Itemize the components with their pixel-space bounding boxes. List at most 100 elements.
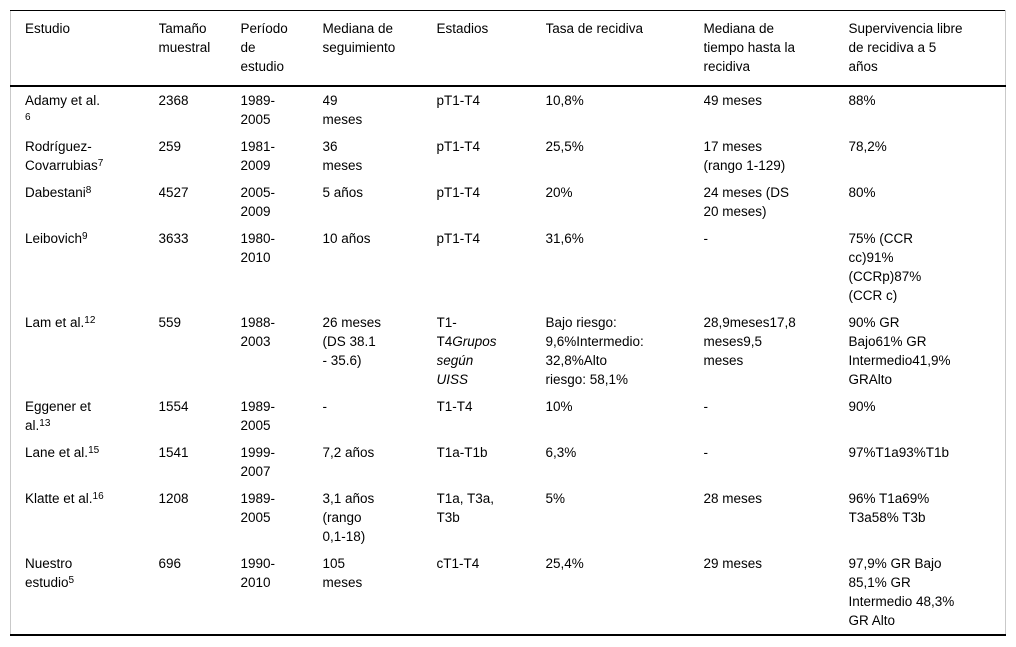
table-cell: 10 años bbox=[323, 225, 437, 309]
table-cell: - bbox=[323, 393, 437, 439]
cell-text: 259 bbox=[158, 139, 182, 154]
table-cell: 1554 bbox=[159, 393, 241, 439]
cell-text: 559 bbox=[158, 315, 182, 330]
table-cell: 2368 bbox=[159, 86, 241, 133]
cell-text: T1a-T1b bbox=[436, 445, 488, 460]
table-cell: Klatte et al.16 bbox=[11, 485, 159, 550]
table-cell: 90% GR Bajo61% GR Intermedio41,9% GRAlto bbox=[849, 309, 1006, 393]
table-cell: 10,8% bbox=[546, 86, 704, 133]
table-cell: Leibovich9 bbox=[11, 225, 159, 309]
table-cell: pT1-T4 bbox=[437, 179, 546, 225]
cell-text: Adamy et al. bbox=[25, 93, 101, 108]
cell-text: 88% bbox=[848, 93, 876, 108]
table-cell: Lam et al.12 bbox=[11, 309, 159, 393]
table-cell: 29 meses bbox=[704, 550, 849, 635]
table-cell: 24 meses (DS 20 meses) bbox=[704, 179, 849, 225]
table-cell: 31,6% bbox=[546, 225, 704, 309]
cell-text: 6,3% bbox=[545, 445, 577, 460]
table-row: Eggener et al.13 1554 1989- 2005- T1-T4 10% -… bbox=[11, 393, 1006, 439]
column-header: Supervivencia libre de recidiva a 5 años bbox=[848, 10, 1006, 87]
table-cell: Adamy et al. 6 bbox=[11, 86, 159, 133]
reference-superscript: 15 bbox=[88, 445, 100, 456]
cell-text: 90% GR Bajo61% GR Intermedio41,9% GRAlto bbox=[848, 315, 951, 387]
column-header: Tamaño muestral bbox=[158, 10, 241, 87]
table-cell: 97,9% GR Bajo 85,1% GR Intermedio 48,3% … bbox=[849, 550, 1006, 635]
cell-text: 1981- 2009 bbox=[240, 139, 276, 173]
cell-text: pT1-T4 bbox=[436, 231, 481, 246]
cell-text: 31,6% bbox=[545, 231, 584, 246]
cell-text: 1999- 2007 bbox=[240, 445, 276, 479]
cell-text: 5% bbox=[545, 491, 566, 506]
table-cell: Lane et al.15 bbox=[11, 439, 159, 485]
table-cell: 20% bbox=[546, 179, 704, 225]
table-cell: 696 bbox=[159, 550, 241, 635]
table-cell: 97%T1a93%T1b bbox=[849, 439, 1006, 485]
cell-text: 2368 bbox=[158, 93, 189, 108]
cell-text: 90% bbox=[848, 399, 876, 414]
cell-text: 2005- 2009 bbox=[240, 185, 276, 219]
table-cell: T1a-T1b bbox=[437, 439, 546, 485]
table-cell: Bajo riesgo: 9,6%Intermedio: 32,8%Alto r… bbox=[546, 309, 704, 393]
reference-superscript: 16 bbox=[92, 491, 104, 502]
recurrence-studies-table: Estudio Tamaño muestral Período de estudio… bbox=[10, 10, 1006, 636]
cell-text: 1989- 2005 bbox=[240, 491, 276, 525]
cell-text: 20% bbox=[545, 185, 573, 200]
table-cell: 5 años bbox=[323, 179, 437, 225]
table-cell: 36 meses bbox=[323, 133, 437, 179]
table-row: Nuestro estudio5 696 1990- 2010 105 meses cT… bbox=[11, 550, 1006, 635]
table-row: Adamy et al. 6 2368 1989- 2005 49 meses pT1-… bbox=[11, 86, 1006, 133]
cell-text: Rodríguez- Covarrubias bbox=[25, 139, 98, 173]
table-cell: 4527 bbox=[159, 179, 241, 225]
cell-text: 3,1 años (rango 0,1-18) bbox=[322, 491, 375, 544]
table-cell: 559 bbox=[159, 309, 241, 393]
cell-text: 10 años bbox=[322, 231, 371, 246]
table-cell: 90% bbox=[849, 393, 1006, 439]
column-header: Tasa de recidiva bbox=[545, 10, 704, 87]
cell-text: 1990- 2010 bbox=[240, 556, 276, 590]
column-header: Estadios bbox=[436, 10, 546, 87]
table-cell: cT1-T4 bbox=[437, 550, 546, 635]
cell-text: 96% T1a69% T3a58% T3b bbox=[848, 491, 930, 525]
cell-text: 1989- 2005 bbox=[240, 93, 276, 127]
table-cell: 96% T1a69% T3a58% T3b bbox=[849, 485, 1006, 550]
table-cell: pT1-T4 bbox=[437, 133, 546, 179]
table-cell: 1989- 2005 bbox=[241, 393, 323, 439]
cell-text: 105 meses bbox=[322, 556, 363, 590]
table-cell: 1999- 2007 bbox=[241, 439, 323, 485]
table-cell: 1981- 2009 bbox=[241, 133, 323, 179]
table-cell: Dabestani8 bbox=[11, 179, 159, 225]
table-row: Rodríguez- Covarrubias7 259 1981- 2009 36 m… bbox=[11, 133, 1006, 179]
table-cell: 10% bbox=[546, 393, 704, 439]
column-header: Mediana de tiempo hasta la recidiva bbox=[703, 10, 849, 87]
cell-text: 97,9% GR Bajo 85,1% GR Intermedio 48,3% … bbox=[848, 556, 955, 628]
table-cell: pT1-T4 bbox=[437, 86, 546, 133]
table-cell: T1-T4 bbox=[437, 393, 546, 439]
cell-text: T1- T4 bbox=[436, 315, 457, 349]
table-cell: - bbox=[704, 393, 849, 439]
table-cell: 7,2 años bbox=[323, 439, 437, 485]
table-cell: 6,3% bbox=[546, 439, 704, 485]
cell-text: 28 meses bbox=[703, 491, 763, 506]
cell-text: 28,9meses17,8 meses9,5 meses bbox=[703, 315, 796, 368]
cell-text: 97%T1a93%T1b bbox=[848, 445, 950, 460]
table-cell: 28 meses bbox=[704, 485, 849, 550]
reference-superscript: 9 bbox=[82, 231, 88, 242]
table-row: Klatte et al.16 1208 1989- 2005 3,1 años (r… bbox=[11, 485, 1006, 550]
cell-text: 29 meses bbox=[703, 556, 763, 571]
table-cell: Eggener et al.13 bbox=[11, 393, 159, 439]
table-row: Lane et al.15 1541 1999- 2007 7,2 años T1a-T… bbox=[11, 439, 1006, 485]
table-cell: 75% (CCR cc)91% (CCRp)87% (CCR c) bbox=[849, 225, 1006, 309]
table-cell: Rodríguez- Covarrubias7 bbox=[11, 133, 159, 179]
table-cell: 3633 bbox=[159, 225, 241, 309]
cell-text: Leibovich bbox=[25, 231, 83, 246]
cell-text: 25,4% bbox=[545, 556, 584, 571]
cell-text: cT1-T4 bbox=[436, 556, 480, 571]
table-cell: 1988- 2003 bbox=[241, 309, 323, 393]
table-header: Estudio Tamaño muestral Período de estudio… bbox=[10, 10, 1006, 87]
cell-text: Klatte et al. bbox=[25, 491, 93, 506]
table-row: Dabestani8 4527 2005- 2009 5 años pT1-T4 20% 2… bbox=[11, 179, 1006, 225]
table-row: Leibovich9 3633 1980- 2010 10 años pT1-T4 31,… bbox=[11, 225, 1006, 309]
table-cell: 2005- 2009 bbox=[241, 179, 323, 225]
table-cell: 5% bbox=[546, 485, 704, 550]
